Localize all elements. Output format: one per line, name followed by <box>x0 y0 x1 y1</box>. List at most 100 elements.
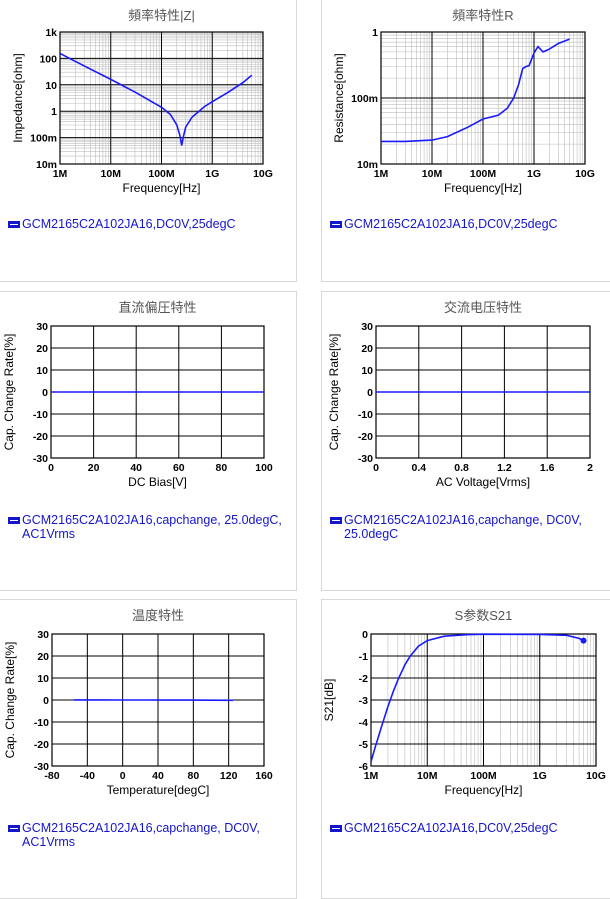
legend-resistance[interactable]: GCM2165C2A102JA16,DC0V,25degC <box>330 217 558 231</box>
y-tick-label: -30 <box>34 761 49 773</box>
y-tick-label: 20 <box>361 343 373 355</box>
y-tick-label: 10m <box>36 159 57 171</box>
y-tick-label: 10 <box>36 365 48 377</box>
y-tick-label: -2 <box>359 673 368 685</box>
x-axis-label: DC Bias[V] <box>128 475 187 489</box>
y-tick-label: 20 <box>37 651 49 663</box>
legend-label: GCM2165C2A102JA16,DC0V,25degC <box>344 217 558 231</box>
legend-label: GCM2165C2A102JA16,DC0V,25degC <box>22 217 236 231</box>
legend-dc-bias[interactable]: GCM2165C2A102JA16,capchange, 25.0degC, A… <box>8 513 284 541</box>
y-tick-label: 30 <box>36 321 48 333</box>
chart-title: 頻率特性|Z| <box>128 8 195 23</box>
y-axis-label: S21[dB] <box>322 679 336 722</box>
chart-title: 交流电压特性 <box>444 300 522 315</box>
x-tick-label: 0 <box>48 462 54 474</box>
y-tick-label: 0 <box>367 387 373 399</box>
y-tick-label: -10 <box>33 409 48 421</box>
series-end-marker <box>581 638 587 644</box>
y-tick-label: 10 <box>361 365 373 377</box>
y-tick-label: 10 <box>45 80 57 92</box>
legend-swatch-icon <box>330 517 342 524</box>
y-tick-label: -30 <box>358 453 373 465</box>
y-axis-label: Cap. Change Rate[%] <box>3 642 17 759</box>
x-tick-label: 10G <box>586 770 606 782</box>
legend-impedance[interactable]: GCM2165C2A102JA16,DC0V,25degC <box>8 217 236 231</box>
legend-swatch-icon <box>8 517 20 524</box>
legend-swatch-icon <box>8 221 20 228</box>
x-tick-label: 160 <box>255 770 273 782</box>
y-tick-label: 100m <box>30 133 57 145</box>
legend-ac-voltage[interactable]: GCM2165C2A102JA16,capchange, DC0V, 25.0d… <box>330 513 606 541</box>
y-axis-label: Cap. Change Rate[%] <box>2 334 16 451</box>
x-tick-label: 120 <box>220 770 238 782</box>
x-tick-label: 2 <box>587 462 593 474</box>
y-tick-label: 30 <box>361 321 373 333</box>
x-tick-label: 1G <box>205 168 219 180</box>
x-tick-label: 40 <box>152 770 164 782</box>
y-tick-label: -3 <box>359 695 368 707</box>
x-tick-label: 1.2 <box>497 462 512 474</box>
x-tick-label: -40 <box>80 770 95 782</box>
y-axis-label: Resistance[ohm] <box>332 53 346 142</box>
legend-temperature[interactable]: GCM2165C2A102JA16,capchange, DC0V, AC1Vr… <box>8 821 284 849</box>
y-tick-label: 30 <box>37 629 49 641</box>
y-tick-label: -10 <box>358 409 373 421</box>
x-tick-label: 20 <box>88 462 100 474</box>
x-tick-label: 10G <box>575 168 595 180</box>
y-tick-label: -1 <box>359 651 368 663</box>
legend-label: GCM2165C2A102JA16,capchange, 25.0degC, A… <box>22 513 284 541</box>
y-tick-label: -6 <box>359 761 368 773</box>
y-tick-label: -20 <box>33 431 48 443</box>
chart-title: 温度特性 <box>132 608 184 623</box>
chart-title: 頻率特性R <box>452 8 513 23</box>
x-axis-label: Frequency[Hz] <box>122 181 200 195</box>
y-axis-label: Cap. Change Rate[%] <box>327 334 341 451</box>
y-tick-label: 1k <box>45 27 57 39</box>
x-tick-label: 100M <box>470 168 497 180</box>
legend-swatch-icon <box>330 825 342 832</box>
legend-swatch-icon <box>330 221 342 228</box>
x-axis-label: Frequency[Hz] <box>444 181 522 195</box>
x-tick-label: 10G <box>253 168 273 180</box>
y-tick-label: 1 <box>372 27 378 39</box>
x-tick-label: 1G <box>533 770 547 782</box>
y-tick-label: -10 <box>34 717 49 729</box>
legend-s21[interactable]: GCM2165C2A102JA16,DC0V,25degC <box>330 821 558 835</box>
x-axis-label: Temperature[degC] <box>107 783 210 797</box>
x-tick-label: 1.6 <box>540 462 555 474</box>
y-tick-label: 10 <box>37 673 49 685</box>
y-tick-label: 100m <box>351 93 378 105</box>
x-axis-label: AC Voltage[Vrms] <box>436 475 530 489</box>
x-tick-label: 80 <box>216 462 228 474</box>
chart-title: S参数S21 <box>455 608 513 623</box>
y-tick-label: -5 <box>359 739 368 751</box>
y-tick-label: 20 <box>36 343 48 355</box>
legend-label: GCM2165C2A102JA16,capchange, DC0V, 25.0d… <box>344 513 606 541</box>
y-tick-label: 100 <box>39 53 57 65</box>
y-tick-label: 0 <box>43 695 49 707</box>
x-tick-label: 0.4 <box>411 462 426 474</box>
legend-swatch-icon <box>8 825 20 832</box>
legend-label: GCM2165C2A102JA16,capchange, DC0V, AC1Vr… <box>22 821 284 849</box>
x-tick-label: 100M <box>470 770 497 782</box>
x-tick-label: 10M <box>422 168 443 180</box>
y-tick-label: -20 <box>34 739 49 751</box>
x-tick-label: 10M <box>101 168 122 180</box>
y-tick-label: 0 <box>362 629 368 641</box>
x-tick-label: 80 <box>187 770 199 782</box>
x-tick-label: 60 <box>173 462 185 474</box>
y-tick-label: -20 <box>358 431 373 443</box>
x-tick-label: 40 <box>130 462 142 474</box>
y-axis-label: Impedance[ohm] <box>11 53 25 142</box>
x-tick-label: 10M <box>417 770 438 782</box>
x-tick-label: 100M <box>148 168 175 180</box>
chart-title: 直流偏圧特性 <box>118 300 196 315</box>
legend-label: GCM2165C2A102JA16,DC0V,25degC <box>344 821 558 835</box>
